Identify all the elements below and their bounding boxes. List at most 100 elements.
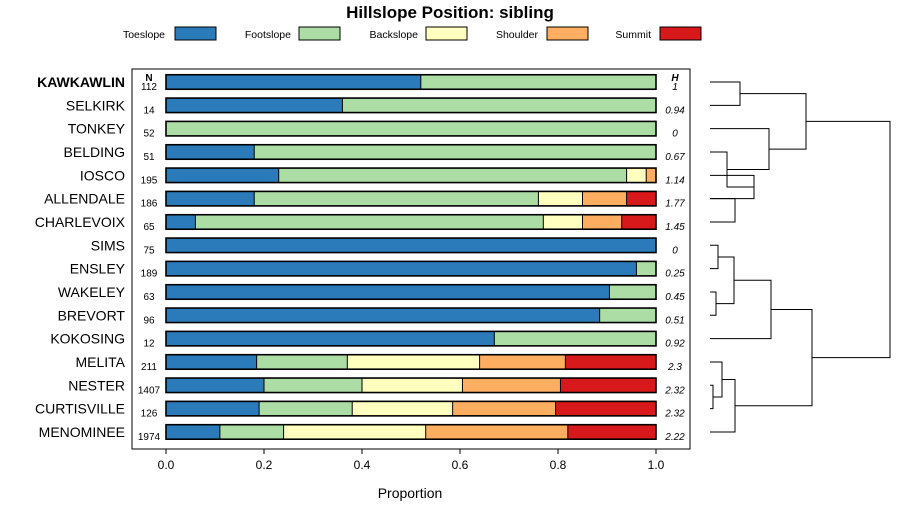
bar-segment (626, 191, 656, 206)
h-value: 2.32 (664, 409, 685, 420)
bar-segment (259, 401, 353, 416)
dendrogram-branch (806, 120, 891, 359)
dendrogram-branch (710, 361, 723, 398)
bar-segment (582, 214, 622, 230)
legend-swatch (425, 26, 468, 41)
bar-segment (567, 424, 656, 440)
bar-outline (165, 307, 657, 324)
legend-swatch (298, 26, 341, 41)
h-value: 0 (672, 245, 678, 256)
category-label: MENOMINEE (39, 424, 125, 440)
n-value: 96 (143, 315, 155, 326)
bar-outline (165, 423, 657, 441)
bar-segment (254, 144, 656, 160)
bar-outline (165, 97, 657, 114)
n-value: 51 (143, 152, 155, 163)
bar-segment (195, 214, 544, 230)
legend-label: Summit (615, 29, 651, 41)
bar-segment (352, 401, 453, 416)
n-value: 63 (143, 292, 155, 303)
bar-outline (165, 120, 657, 137)
n-value: 1974 (138, 432, 161, 443)
bar-outline (165, 400, 657, 417)
bar-outline (165, 73, 657, 91)
bar-segment (362, 378, 463, 393)
category-label: SIMS (91, 237, 125, 253)
x-axis-label: Proportion (378, 485, 443, 501)
bar-segment (166, 424, 220, 440)
category-label: SELKIRK (66, 97, 126, 113)
x-tick-label: 1.0 (648, 458, 665, 472)
legend-label: Toeslope (123, 29, 165, 41)
dendrogram-branch (716, 256, 735, 305)
bar-segment (646, 168, 656, 183)
bar-segment (166, 121, 656, 136)
category-label: MELITA (75, 354, 125, 370)
bar-segment (166, 168, 279, 183)
bar-segment (452, 401, 556, 416)
bar-segment (582, 191, 627, 206)
bar-segment (462, 378, 561, 393)
bar-segment (347, 354, 480, 370)
dendrogram-branch (710, 244, 719, 270)
category-label: BREVORT (58, 307, 126, 323)
dendrogram-branch (710, 384, 714, 410)
bar-segment (166, 214, 196, 230)
legend-label: Shoulder (496, 29, 539, 41)
n-value: 189 (141, 269, 158, 280)
bar-segment (166, 144, 255, 160)
bar-segment (166, 261, 637, 276)
h-value: 0.51 (665, 315, 684, 326)
bar-segment (543, 214, 583, 230)
bar-segment (609, 284, 656, 300)
legend-swatch (546, 26, 589, 41)
bar-segment (538, 191, 583, 206)
bar-segment (278, 168, 627, 183)
h-value: 1.14 (665, 175, 685, 186)
bar-segment (342, 98, 656, 113)
h-value: 0.45 (665, 292, 685, 303)
plot-frame (131, 68, 691, 450)
bar-segment (256, 354, 348, 370)
bar-segment (166, 238, 656, 253)
h-value: 0 (672, 129, 678, 140)
n-value: 211 (141, 362, 157, 373)
legend-swatch (659, 26, 702, 41)
h-value: 2.3 (667, 362, 682, 373)
h-value: 0.92 (665, 339, 685, 350)
n-value: 1407 (138, 385, 161, 396)
bar-outline (165, 190, 657, 207)
n-value: 126 (141, 409, 158, 420)
n-value: 195 (141, 175, 158, 186)
dendrogram-branch (710, 291, 717, 316)
bar-segment (626, 168, 647, 183)
x-tick-label: 0.4 (354, 458, 371, 472)
legend-swatch (174, 26, 217, 41)
h-value: 1.45 (665, 222, 685, 233)
h-value: 0.67 (665, 152, 685, 163)
n-value: 186 (141, 199, 158, 210)
dendrogram-branch (710, 81, 741, 106)
h-value: 2.22 (664, 432, 685, 443)
x-tick-label: 0.8 (550, 458, 567, 472)
x-tick-label: 0.6 (452, 458, 469, 472)
bar-segment (166, 331, 495, 346)
bar-segment (494, 331, 656, 346)
bar-segment (560, 378, 656, 393)
n-value: 65 (143, 222, 155, 233)
bar-segment (166, 401, 260, 416)
h-value: 1 (672, 82, 678, 93)
h-value: 0.94 (665, 105, 685, 116)
bar-segment (166, 98, 343, 113)
h-value: 0.25 (665, 269, 685, 280)
n-value: 14 (143, 105, 155, 116)
bar-segment (166, 354, 257, 370)
bar-segment (555, 401, 656, 416)
bar-segment (166, 378, 264, 393)
dendrogram-branch (735, 308, 813, 407)
bar-outline (165, 330, 657, 347)
legend-label: Backslope (370, 29, 419, 41)
bar-outline (165, 237, 657, 254)
bar-segment (636, 261, 656, 276)
